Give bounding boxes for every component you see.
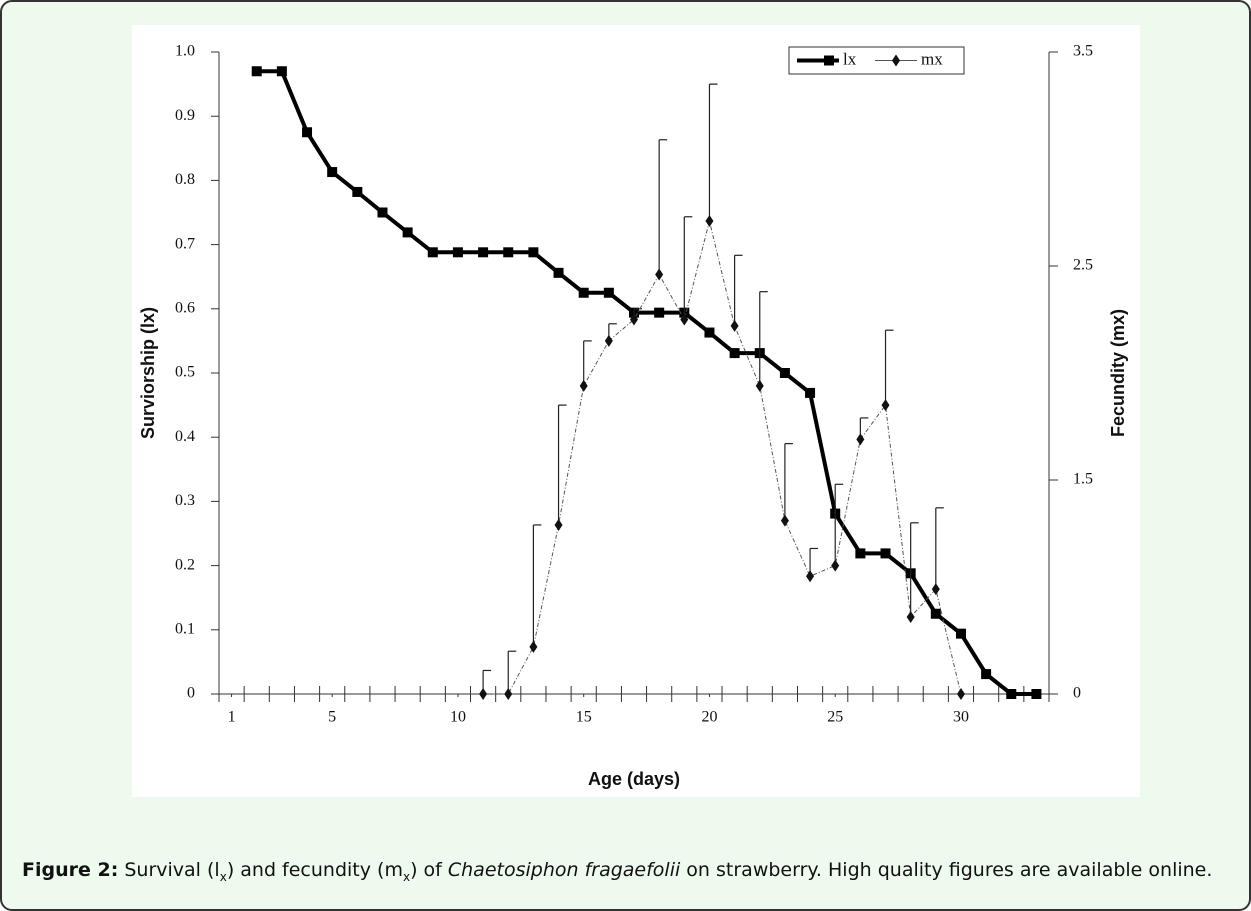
legend-label: mx [921,49,943,68]
point [402,227,413,238]
point [1006,689,1017,699]
caption: Figure 2: Survival (lx) and fecundity (m… [22,859,1212,884]
y2-tick-label: 1.5 [1073,471,1093,488]
x-tick-label: 25 [827,709,843,726]
point [578,287,589,298]
y2-tick-label: 0 [1073,685,1081,702]
point [981,669,992,680]
caption-text: ) and fecundity (m [226,859,403,881]
x-axis-title: Age (days) [588,769,680,789]
point [806,570,815,583]
legend-marker [892,54,900,67]
point [427,247,438,258]
caption-label: Figure 2: [22,859,119,881]
x-tick-label: 20 [701,709,717,726]
x-tick-label: 30 [953,709,969,726]
y-tick-label: 0.5 [175,364,195,381]
chart-background [132,25,1140,797]
y2-tick-label: 2.5 [1073,257,1093,274]
point [906,610,915,623]
point [554,518,563,531]
point [881,399,890,412]
legend-marker [824,55,834,66]
caption-species: Chaetosiphon fragaefolii [447,859,681,881]
point [729,348,740,359]
point [603,287,614,298]
x-tick-label: 1 [228,709,236,726]
point [504,688,513,700]
x-tick-label: 15 [576,709,592,726]
y-tick-label: 0.9 [175,107,195,124]
point [705,215,714,228]
x-tick-label: 5 [328,709,336,726]
point [730,319,739,332]
point [630,313,638,326]
point [755,379,764,392]
y-tick-label: 0.2 [175,556,195,573]
point [276,66,287,77]
point [377,207,388,218]
point [855,548,866,559]
y-tick-label: 0.7 [175,235,195,252]
point [680,313,689,326]
point [1031,689,1042,699]
point [780,514,789,527]
legend-label: lx [843,49,857,68]
y-tick-label: 0.3 [175,492,195,509]
y-tick-label: 1.0 [175,43,195,60]
caption-sub: x [219,869,227,884]
point [831,559,840,572]
x-tick-label: 10 [450,709,466,726]
point [880,548,891,559]
point [529,640,538,653]
point [856,433,865,446]
y-tick-label: 0.8 [175,171,195,188]
point [528,247,539,258]
caption-text: Survival (l [124,859,220,881]
y-axis-title: Surviorship (lx) [138,307,158,439]
y2-axis-title: Fecundity (mx) [1108,309,1128,437]
point [251,66,262,77]
point [452,247,463,258]
chart: 0 0.1 0.2 0.3 0.4 0.5 0.6 0.7 0.8 0.9 1.0 0 1.5 2.5 3.… [132,25,1140,797]
point [704,327,715,338]
caption-text: on strawberry. High quality figures are … [680,859,1213,881]
point [956,688,965,700]
caption-text: ) of [410,859,448,881]
point [478,247,489,258]
y-tick-label: 0 [187,685,195,702]
point [302,127,313,138]
y2-tick-label: 3.5 [1073,43,1093,60]
point [779,368,790,378]
point [654,307,665,318]
point [503,247,514,258]
point [955,628,966,639]
point [579,379,588,392]
point [931,583,940,596]
point [604,334,613,347]
point [327,167,338,178]
caption-sub: x [402,869,411,884]
y-tick-label: 0.1 [175,620,195,637]
point [553,267,564,278]
point [479,688,488,700]
series-line [483,220,962,695]
point [930,608,941,619]
point [655,268,664,281]
y-tick-label: 0.4 [175,428,195,445]
y-tick-label: 0.6 [175,299,195,316]
point [352,186,363,197]
point [805,387,816,398]
